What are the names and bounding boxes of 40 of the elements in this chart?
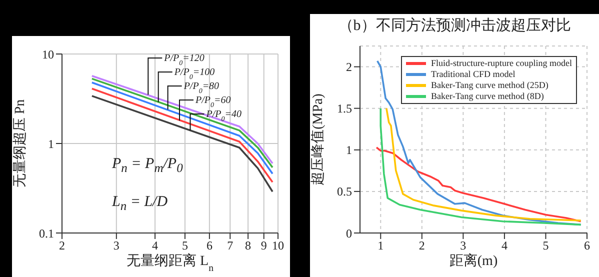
y-tick-label: 2 xyxy=(346,60,352,74)
y-tick-label: 0 xyxy=(346,226,352,240)
y-tick-label: 1 xyxy=(48,136,54,151)
x-tick-label: 5 xyxy=(182,238,188,253)
x-tick-label: 7 xyxy=(227,238,234,253)
x-tick-label: 9 xyxy=(260,238,267,253)
x-tick-label: 3 xyxy=(460,238,466,253)
y-axis-title: 超压峰值(MPa) xyxy=(310,93,326,186)
x-tick-label: 5 xyxy=(542,238,549,253)
x-tick-label: 1 xyxy=(378,238,384,253)
x-tick-label: 2 xyxy=(418,238,425,253)
x-tick-label: 4 xyxy=(152,238,158,253)
annotation: L$_{n}$ = L/D xyxy=(112,194,168,214)
y-tick-label: 0.1 xyxy=(39,226,54,240)
annotation: P$_{n}$ = P$_{m}$/P$_{0}$ xyxy=(112,156,183,176)
legend-label: Baker-Tang curve method (8D) xyxy=(431,91,544,102)
x-tick-label: 6 xyxy=(206,238,212,253)
chart-title: （b）不同方法预测冲击波超压对比 xyxy=(337,16,572,35)
y-tick-label: 0.5 xyxy=(337,184,352,199)
line-series xyxy=(376,146,582,222)
annotation: P/P$_{0}$=100 xyxy=(173,67,215,81)
x-tick-label: 2 xyxy=(59,238,65,253)
annotation: P/P$_{0}$=60 xyxy=(194,95,231,109)
y-tick-label: 1 xyxy=(346,143,352,158)
legend-label: Baker-Tang curve method (25D) xyxy=(431,80,548,91)
x-tick-label: 6 xyxy=(584,238,590,253)
x-axis-title: 距离(m) xyxy=(449,253,498,269)
x-axis-title: 无量纲距离 L$_{n}$ xyxy=(126,253,214,274)
annotation: P/P$_{0}$=80 xyxy=(182,81,220,95)
y-tick-label: 10 xyxy=(42,47,54,62)
line-series xyxy=(376,60,582,226)
x-tick-label: 4 xyxy=(501,238,508,253)
x-tick-label: 10 xyxy=(272,238,284,253)
x-tick-label: 8 xyxy=(245,238,252,253)
x-tick-label: 3 xyxy=(113,238,120,253)
legend-label: Fluid-structure-rupture coupling model xyxy=(431,58,572,69)
annotation: P/P$_{0}$=120 xyxy=(163,53,204,67)
legend-label: Traditional CFD model xyxy=(431,69,516,80)
y-axis-title: 无量纲超压 Pn xyxy=(12,99,28,188)
y-tick-label: 1.5 xyxy=(337,102,352,116)
